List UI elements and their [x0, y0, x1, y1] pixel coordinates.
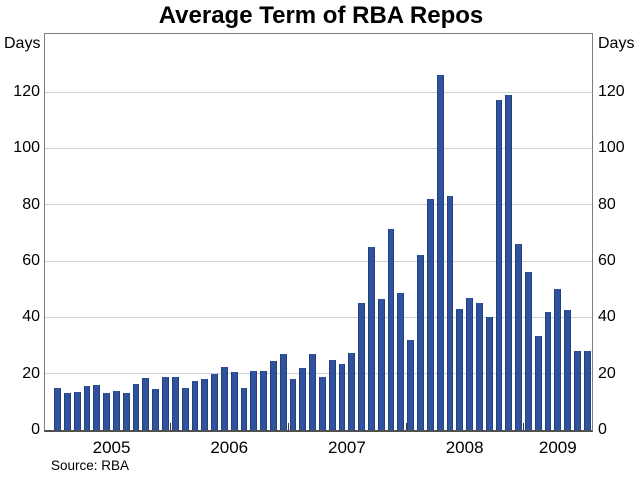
bar-2005-08: [122, 393, 130, 430]
y-tick-left-20: 20: [22, 364, 40, 382]
bar-2008-09: [485, 317, 493, 430]
bar-2008-04: [436, 75, 444, 430]
bar-2006-09: [250, 370, 258, 430]
y-tick-left-0: 0: [31, 421, 40, 438]
bar-2007-08: [358, 303, 366, 430]
bar-2009-03: [544, 311, 552, 430]
gridline-100: [45, 147, 592, 149]
bar-2006-10: [260, 370, 267, 430]
bar-2006-08: [240, 387, 248, 430]
y-tick-right-60: 60: [598, 252, 616, 269]
y-axis-unit-right: Days: [598, 35, 635, 52]
bar-2005-06: [103, 393, 111, 430]
gridline-20: [45, 373, 592, 375]
bar-2008-01: [407, 339, 415, 430]
x-label-2008: 2008: [445, 438, 484, 457]
bar-2008-08: [475, 303, 483, 430]
bar-2008-10: [495, 100, 503, 430]
bar-2009-07: [583, 351, 591, 430]
bar-2008-12: [515, 244, 522, 430]
bar-2007-07: [348, 352, 356, 430]
y-tick-left-100: 100: [13, 139, 40, 157]
bar-2008-03: [426, 199, 434, 430]
source-note: Source: RBA: [51, 458, 130, 473]
bar-2005-09: [132, 383, 140, 430]
bar-2008-05: [446, 196, 454, 430]
x-label-2005: 2005: [92, 438, 131, 457]
bar-2008-11: [505, 94, 513, 430]
year-tick-2008: [405, 423, 407, 430]
bar-2006-06: [220, 366, 228, 430]
bar-2005-03: [73, 391, 81, 430]
bar-2006-05: [211, 373, 218, 430]
y-tick-right-100: 100: [598, 139, 625, 157]
bar-2008-02: [417, 255, 424, 430]
gridline-120: [45, 91, 592, 93]
y-tick-left-80: 80: [22, 195, 40, 213]
x-label-2007: 2007: [328, 438, 366, 457]
bar-2005-02: [64, 393, 71, 430]
chart-title: Average Term of RBA Repos: [158, 2, 484, 29]
gridline-60: [45, 260, 592, 262]
bar-2005-01: [54, 387, 61, 430]
y-tick-right-0: 0: [598, 421, 607, 438]
bar-2006-11: [269, 361, 277, 430]
y-tick-left-120: 120: [13, 83, 40, 101]
y-tick-right-80: 80: [598, 195, 616, 213]
bar-2007-11: [387, 228, 395, 430]
bar-2007-05: [328, 359, 336, 430]
bar-2006-03: [191, 380, 199, 430]
bar-2009-01: [524, 272, 532, 430]
gridline-40: [45, 316, 592, 318]
bar-2009-05: [564, 310, 572, 430]
gridline-80: [45, 204, 592, 206]
bar-2007-02: [299, 368, 307, 430]
bar-2009-06: [574, 351, 581, 430]
bar-2006-12: [279, 353, 287, 430]
year-tick-2007: [288, 423, 290, 430]
bar-2006-04: [201, 379, 209, 430]
bar-2009-04: [554, 289, 562, 430]
bar-2006-07: [230, 372, 238, 430]
bar-2007-12: [397, 293, 405, 430]
bar-2007-10: [377, 299, 385, 430]
bar-2007-01: [289, 379, 297, 430]
bar-2007-03: [309, 353, 316, 430]
bar-2005-12: [162, 376, 169, 430]
y-tick-left-60: 60: [22, 252, 40, 269]
year-tick-2006: [170, 423, 172, 430]
plot-area: [44, 33, 593, 432]
year-tick-2009: [523, 423, 525, 430]
bar-2007-04: [319, 376, 326, 430]
bar-2007-09: [368, 246, 375, 430]
bar-2008-06: [456, 308, 464, 430]
y-tick-right-40: 40: [598, 308, 616, 326]
bar-2008-07: [466, 297, 473, 430]
bar-2006-02: [181, 387, 189, 430]
x-label-2006: 2006: [210, 438, 249, 457]
bar-2005-04: [83, 386, 91, 430]
y-tick-right-20: 20: [598, 364, 616, 382]
bar-2009-02: [534, 335, 542, 430]
bar-2005-10: [142, 377, 150, 430]
y-axis-unit-left: Days: [4, 35, 41, 52]
y-tick-left-40: 40: [22, 308, 40, 326]
bar-2005-05: [93, 384, 101, 430]
bar-2005-11: [152, 389, 160, 430]
bar-2007-06: [338, 363, 346, 430]
y-tick-right-120: 120: [598, 83, 625, 101]
bar-2005-07: [113, 390, 120, 430]
x-label-2009: 2009: [538, 438, 577, 457]
bar-2006-01: [171, 376, 179, 430]
